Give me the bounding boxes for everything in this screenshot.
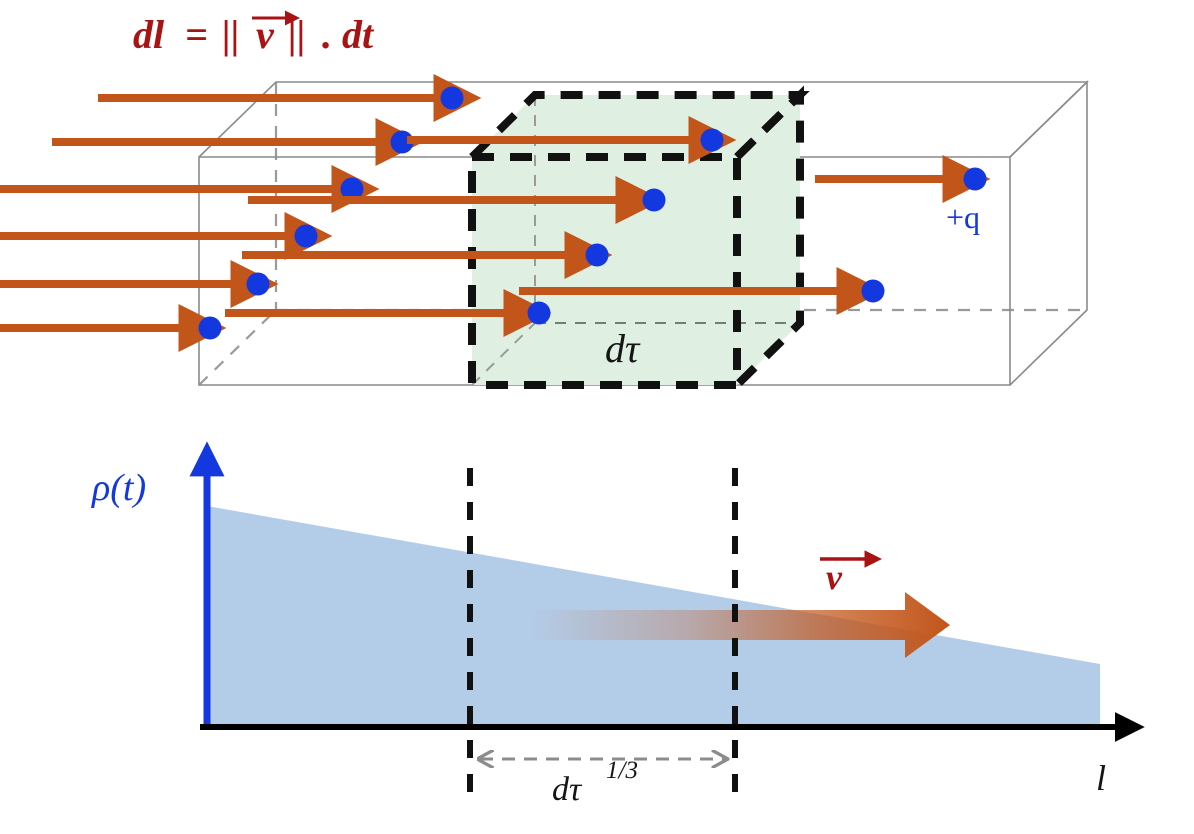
flow-arrow-2 [52,118,424,166]
formula-norm-open: || [222,12,240,57]
y-axis-label: ρ(t) [91,467,146,509]
velocity-vector-annotation: v [820,550,882,597]
velocity-arrow [530,592,950,658]
formula-dl-equals-norm-v-dt: dl = || v || . dt [133,10,375,57]
charge-dot [585,243,609,267]
cube-hidden-depth-edge [471,322,536,386]
velocity-vector-label: v [826,557,843,597]
charge-dot [340,177,364,201]
box-hidden-depth-edge [198,309,277,386]
cube-right-outline [734,85,804,388]
cube-volume-label: dτ [605,326,641,371]
flow-arrow-8 [0,260,279,308]
charge-dot [294,224,318,248]
charge-flow-arrows: +q [0,74,991,352]
box-right-face [1009,80,1088,386]
dimension-label-exponent: 1/3 [606,757,638,784]
slab-width-dimension: dτ 1/3 [480,757,726,808]
charge-dot [642,188,666,212]
flow-arrow-5 [248,176,666,224]
x-axis-label: l [1096,758,1106,798]
charge-dot [440,86,464,110]
charge-dot [246,272,270,296]
flow-arrow-4 [0,165,380,213]
cube-right-fill [737,95,800,385]
formula-dot: . [322,12,332,57]
flow-arrow-1 [98,74,482,122]
charge-label-plus-q: +q [946,199,980,235]
flow-arrow-6 [0,212,333,260]
charge-dot [527,301,551,325]
density-plot: ρ(t) l v dτ 1/3 [91,441,1145,808]
velocity-arrow-body [530,592,950,658]
formula-text: dl [133,12,165,57]
dimension-label-base: dτ [552,771,583,808]
formula-vector-v: v [256,12,275,57]
flow-arrow-3 [407,116,737,164]
formula-equals: = [185,12,208,57]
flow-arrow-7 [242,231,613,279]
charge-dot [963,167,987,191]
flow-arrow-11 [225,289,552,337]
charge-dot [861,279,885,303]
formula-norm-close: || [288,12,306,57]
formula-dt: dt [342,12,375,57]
flow-arrow-9 [519,267,885,315]
charge-dot [198,316,222,340]
flow-arrow-12 [815,155,991,203]
charge-dot [700,128,724,152]
flow-arrow-10 [0,304,227,352]
